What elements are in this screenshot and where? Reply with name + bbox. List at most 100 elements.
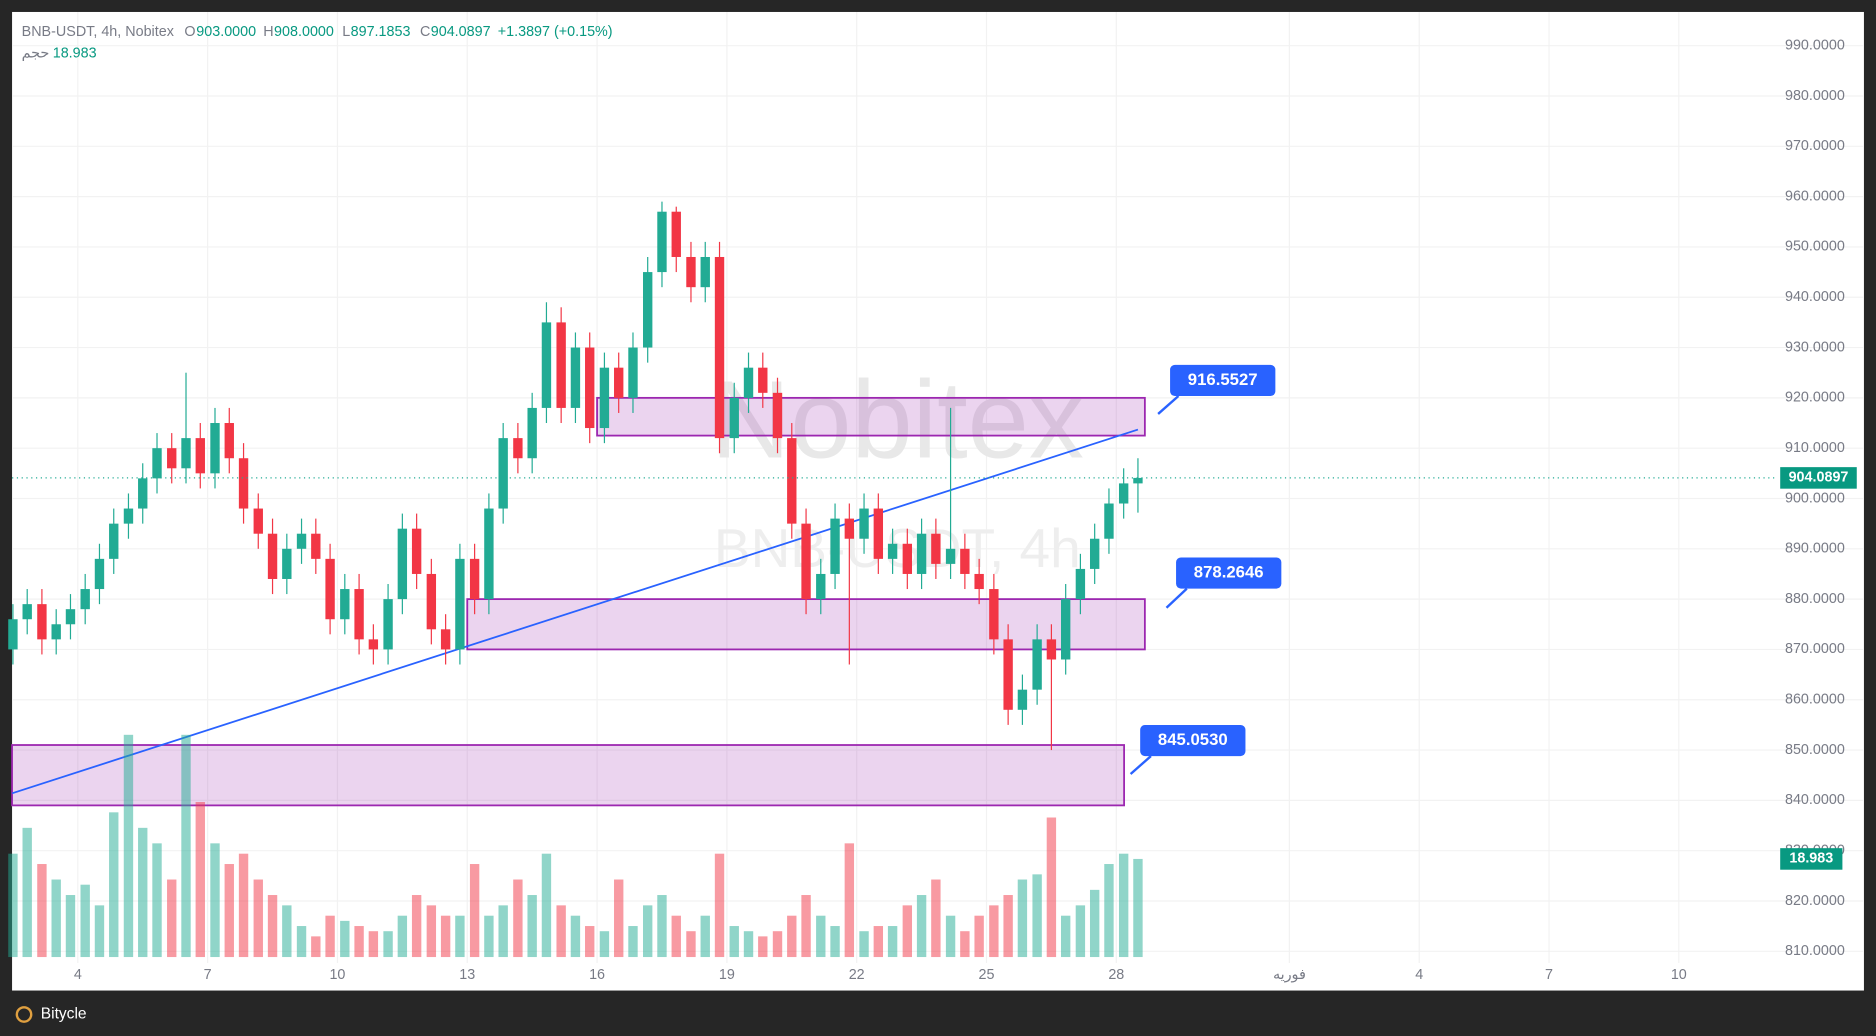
o-label: O — [184, 24, 195, 40]
watermark-sub: BNB-USDT, 4h — [714, 517, 1081, 579]
volume-bar — [945, 915, 956, 958]
volume-bar — [902, 905, 913, 958]
callout-box — [1170, 364, 1276, 396]
low: 897.1853 — [351, 24, 411, 40]
candle-body — [210, 423, 220, 474]
candle-body — [1032, 639, 1042, 690]
candle-body — [282, 548, 292, 579]
high: 908.0000 — [274, 24, 334, 40]
footer: Bitycle — [15, 1006, 87, 1023]
volume-bar — [887, 926, 898, 958]
volume-bar — [614, 879, 624, 958]
candle-body — [758, 367, 768, 393]
candle-body — [296, 533, 307, 549]
candle-body — [383, 599, 393, 650]
volume-bar — [167, 879, 177, 958]
volume-bar — [138, 827, 148, 958]
callout-box — [1176, 557, 1282, 589]
volume-bar — [8, 853, 18, 958]
candle-body — [411, 528, 422, 574]
volume-bar — [844, 843, 855, 958]
x-tick-label: 10 — [329, 967, 345, 983]
callouts: 916.5527 878.2646 845.0530 — [1129, 364, 1282, 775]
y-tick-label: 950.0000 — [1785, 239, 1845, 255]
candle-body — [541, 322, 552, 408]
volume-bar — [484, 915, 494, 958]
volume-bar — [585, 926, 595, 958]
candle-body — [311, 533, 321, 559]
volume-bar — [296, 926, 307, 958]
candle-body — [267, 533, 278, 579]
candle-body — [960, 548, 970, 574]
volume-bar — [311, 936, 321, 958]
y-tick-label: 860.0000 — [1785, 692, 1845, 708]
brand: Bitycle — [41, 1006, 87, 1023]
volume-bar — [758, 936, 768, 958]
volume-bar — [383, 931, 393, 958]
h-label: H — [263, 24, 273, 40]
close: 904.0897 — [431, 24, 491, 40]
candle-body — [816, 573, 826, 600]
candle-body — [873, 508, 884, 559]
volume-bar — [80, 884, 90, 958]
x-tick-label: فوریه — [1273, 967, 1306, 983]
candle-body — [152, 448, 162, 479]
volume-bar — [397, 915, 408, 958]
y-tick-label: 890.0000 — [1785, 541, 1845, 557]
volume-bar — [714, 853, 725, 958]
y-tick-label: 910.0000 — [1785, 440, 1845, 456]
candle-body — [1118, 483, 1129, 504]
x-tick-label: 19 — [719, 967, 735, 983]
volume-bar — [94, 905, 105, 958]
volume-bar — [340, 920, 350, 958]
volume-bar — [859, 931, 869, 958]
volume-bar — [354, 926, 364, 958]
candle-body — [700, 256, 710, 288]
candle-body — [181, 438, 191, 469]
volume-bar — [599, 931, 610, 958]
change: +1.3897 (+0.15%) — [498, 24, 613, 40]
volume-bar — [989, 905, 999, 958]
candle-body — [1046, 639, 1057, 660]
volume-bar — [628, 926, 638, 958]
x-tick-label: 10 — [1671, 967, 1687, 983]
volume-bar — [686, 931, 696, 958]
y-tick-label: 940.0000 — [1785, 289, 1845, 305]
candle-body — [686, 256, 696, 288]
volume-label: حجم — [22, 46, 50, 62]
candle-body — [887, 543, 898, 559]
volume-bar — [282, 905, 292, 958]
volume-bar — [37, 864, 47, 958]
symbol: BNB-USDT, 4h, Nobitex — [22, 24, 175, 40]
x-tick-label: 22 — [849, 967, 865, 983]
y-tick-label: 960.0000 — [1785, 188, 1845, 204]
candle-body — [513, 438, 523, 459]
candle-body — [1133, 477, 1143, 484]
candle-body — [484, 508, 494, 600]
y-tick-label: 970.0000 — [1785, 138, 1845, 154]
last-price-box — [1780, 467, 1857, 489]
candle-body — [570, 347, 581, 408]
axes: 810.0000820.0000830.0000840.0000850.0000… — [12, 37, 1857, 983]
candle-body — [931, 533, 941, 564]
volume-bar — [440, 915, 451, 958]
candle-body — [325, 558, 335, 620]
x-tick-label: 13 — [459, 967, 475, 983]
candle-body — [1104, 503, 1114, 539]
candle-body — [426, 573, 437, 630]
candle-body — [37, 604, 47, 640]
candle-body — [65, 609, 76, 625]
volume-bar — [65, 895, 76, 958]
candle-body — [945, 548, 956, 564]
volume-bar — [974, 915, 984, 958]
candle-body — [859, 508, 869, 539]
y-tick-label: 920.0000 — [1785, 390, 1845, 406]
callout-label: 878.2646 — [1194, 562, 1264, 581]
volume — [8, 734, 1143, 958]
candle-body — [599, 367, 610, 429]
volume-bar — [556, 905, 566, 958]
header: BNB-USDT, 4h, Nobitex O 903.0000 H 908.0… — [22, 24, 613, 62]
x-tick-label: 7 — [204, 967, 212, 983]
volume-bar — [426, 905, 437, 958]
